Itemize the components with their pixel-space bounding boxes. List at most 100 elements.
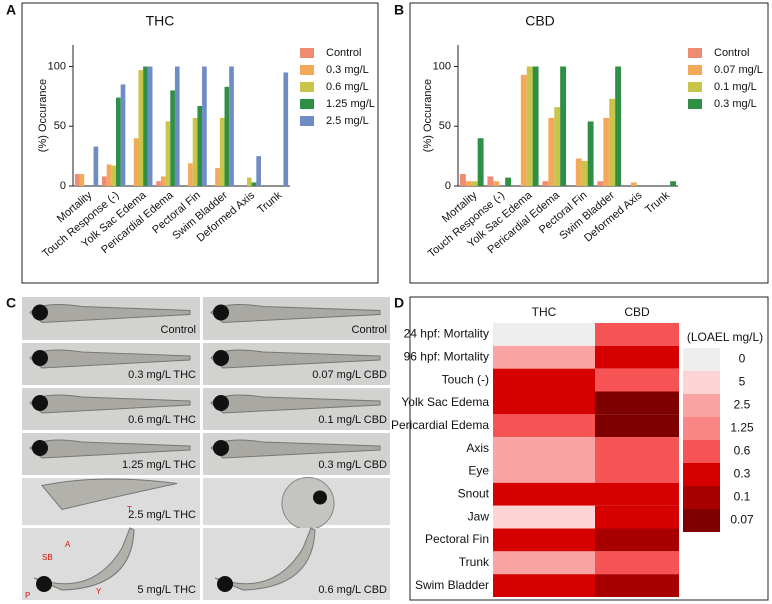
chart-title: CBD	[525, 13, 555, 29]
row-label: Touch (-)	[442, 372, 489, 386]
row-label: Axis	[466, 441, 489, 455]
row-label: Trunk	[459, 555, 490, 569]
egg	[281, 477, 335, 530]
larva	[214, 527, 316, 591]
image-label: 0.07 mg/L CBD	[312, 369, 387, 381]
bar	[560, 66, 567, 186]
bar	[106, 164, 112, 186]
bar	[465, 181, 472, 186]
bar	[615, 66, 622, 186]
bar	[630, 182, 637, 186]
image-label: 0.3 mg/L THC	[128, 369, 196, 381]
bar	[165, 121, 171, 186]
bar	[548, 117, 555, 186]
bar	[215, 168, 220, 186]
bar	[93, 146, 99, 186]
heat-cell	[493, 505, 595, 529]
bar	[520, 74, 527, 186]
chart-title: THC	[146, 13, 175, 29]
heat-cell	[493, 551, 595, 575]
scale-swatch	[683, 394, 720, 417]
bar	[471, 181, 478, 186]
eye	[32, 350, 48, 366]
bar	[156, 181, 161, 186]
bar	[188, 163, 193, 186]
scale-label: 1.25	[730, 421, 754, 435]
annotation: SB	[42, 553, 53, 562]
heat-cell	[595, 437, 679, 460]
row-label: Swim Bladder	[415, 578, 489, 592]
heat-cell	[595, 323, 679, 346]
bar	[670, 181, 677, 186]
image-label: 0.3 mg/L CBD	[318, 459, 387, 471]
legend-label: 2.5 mg/L	[326, 115, 369, 127]
bar	[554, 107, 561, 186]
bar	[587, 121, 594, 186]
eye	[213, 350, 229, 366]
heat-cell	[493, 437, 595, 460]
scale-swatch	[683, 371, 720, 394]
annotation: P	[25, 591, 30, 600]
bar	[581, 160, 588, 186]
bar	[246, 177, 252, 186]
heat-cell	[493, 323, 595, 346]
image-label: 0.1 mg/L CBD	[318, 414, 387, 426]
legend-swatch	[300, 82, 314, 92]
bar	[224, 86, 230, 186]
legend-label: 0.3 mg/L	[714, 98, 757, 110]
panel-label: C	[6, 295, 16, 311]
heat-cell	[493, 391, 595, 415]
scale-swatch	[683, 486, 720, 509]
scale-label: 5	[739, 375, 746, 389]
y-axis-label: (%) Occurance	[37, 79, 49, 152]
bar	[229, 66, 234, 186]
scale-swatch	[683, 440, 720, 463]
eye	[213, 440, 229, 456]
y-tick-label: 50	[54, 120, 66, 132]
eye	[313, 490, 327, 505]
larva	[210, 394, 381, 414]
bar	[143, 66, 148, 186]
bar	[160, 176, 166, 186]
heat-cell	[595, 414, 679, 438]
heat-cell	[595, 551, 679, 575]
bar	[256, 156, 261, 186]
eye	[217, 576, 233, 592]
heat-cell	[493, 345, 595, 369]
eye	[32, 395, 48, 411]
column-label: CBD	[624, 305, 650, 319]
larva	[33, 527, 135, 591]
row-label: Snout	[458, 486, 490, 500]
larva	[29, 439, 191, 459]
legend-swatch	[300, 48, 314, 58]
panel-label: B	[394, 2, 404, 18]
annotation: A	[65, 540, 71, 549]
annotation: Y	[96, 587, 102, 596]
heat-cell	[595, 574, 679, 597]
heat-cell	[595, 345, 679, 369]
bar	[120, 84, 126, 186]
bar	[526, 66, 533, 186]
legend-swatch	[688, 99, 702, 109]
panel-b-frame	[409, 2, 769, 284]
panel-label: A	[6, 2, 16, 18]
bar	[202, 66, 207, 186]
legend-label: 1.25 mg/L	[326, 98, 375, 110]
bar	[192, 117, 198, 186]
legend-swatch	[688, 48, 702, 58]
legend-swatch	[688, 82, 702, 92]
bar	[597, 181, 604, 186]
legend-label: Control	[326, 47, 361, 59]
x-tick-label: Trunk	[643, 189, 672, 216]
bar	[609, 98, 616, 186]
bar	[138, 70, 144, 186]
eye	[32, 304, 48, 321]
heat-cell	[493, 482, 595, 506]
legend-label: 0.1 mg/L	[714, 81, 757, 93]
heat-cell	[493, 574, 595, 597]
scale-label: 2.5	[734, 398, 751, 412]
heat-cell	[493, 460, 595, 483]
x-tick-label: Trunk	[255, 189, 284, 216]
bar	[116, 97, 121, 186]
